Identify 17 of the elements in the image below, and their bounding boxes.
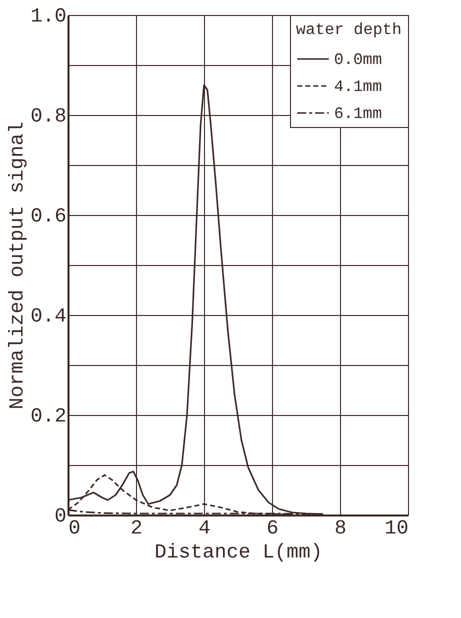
y-tick-label: 0.4 — [30, 306, 66, 328]
legend-label: 6.1mm — [334, 105, 382, 123]
x-tick-label: 4 — [198, 518, 211, 540]
x-tick-label: 6 — [266, 518, 279, 540]
y-tick-label: 0.2 — [30, 406, 66, 428]
legend-label: 4.1mm — [334, 78, 382, 96]
y-tick-label: 0.8 — [30, 106, 66, 128]
x-tick-label: 0 — [68, 518, 81, 540]
x-tick-label: 8 — [334, 518, 347, 540]
legend-title: water depth — [296, 21, 402, 39]
x-tick-label: 2 — [130, 518, 143, 540]
x-axis-title: Distance L(mm) — [154, 542, 323, 564]
y-axis-title: Normalized output signal — [6, 121, 30, 410]
x-tick-label: 10 — [384, 518, 408, 540]
legend-label: 0.0mm — [334, 51, 382, 69]
y-tick-label: 0.6 — [30, 206, 66, 228]
y-tick-label: 1.0 — [30, 6, 66, 28]
